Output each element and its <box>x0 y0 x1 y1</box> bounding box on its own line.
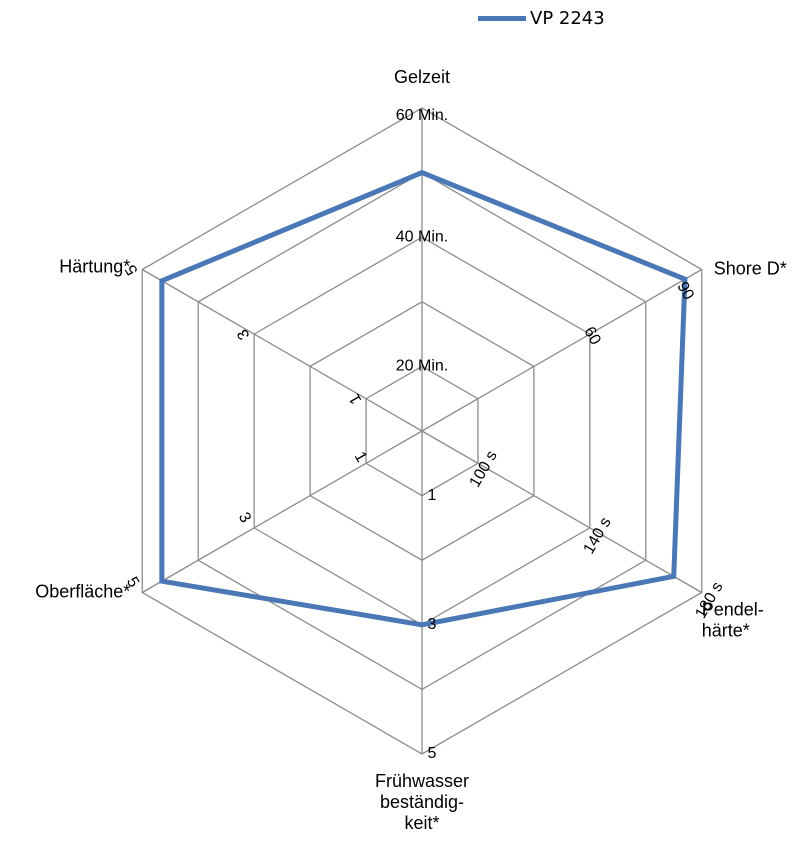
axis-spoke-3 <box>421 430 703 594</box>
legend-label: VP 2243 <box>530 8 605 29</box>
axis-spoke-6 <box>141 268 423 432</box>
axis-title-3-line-1: Pendel- <box>702 599 764 619</box>
series-line-1 <box>159 169 688 628</box>
tick-label-axis2-1: 60 <box>580 324 604 348</box>
tick-label-axis3-1: 100 s <box>467 448 501 490</box>
tick-label-axis1-3: 60 Min. <box>396 107 448 124</box>
axis-title-4-line-2: beständig- <box>380 792 464 812</box>
axis-title-2: Shore D* <box>714 258 787 278</box>
axis-spoke-2 <box>421 268 703 432</box>
axis-title-4-line-1: Frühwasser <box>375 771 469 791</box>
axis-title-3-line-2: härte* <box>702 620 750 640</box>
legend: VP 2243 <box>478 8 605 29</box>
tick-label-axis3-2: 140 s <box>580 515 614 557</box>
legend-swatch <box>478 16 526 21</box>
axis-spoke-5 <box>141 430 423 594</box>
axis-title-6: Härtung* <box>59 256 130 276</box>
tick-label-axis5-2: 3 <box>235 510 254 526</box>
tick-label-axis4-1: 1 <box>428 487 437 504</box>
tick-label-axis2-2: 90 <box>673 279 697 303</box>
axis-title-4-line-3: keit* <box>404 813 439 833</box>
tick-label-axis4-2: 3 <box>428 616 437 633</box>
axis-title-5: Oberfläche* <box>35 581 130 601</box>
tick-label-axis1-2: 40 Min. <box>396 228 448 245</box>
tick-label-axis1-1: 20 Min. <box>396 358 448 375</box>
tick-label-axis4-3: 5 <box>428 745 437 762</box>
axis-title-1: Gelzeit <box>394 67 450 87</box>
